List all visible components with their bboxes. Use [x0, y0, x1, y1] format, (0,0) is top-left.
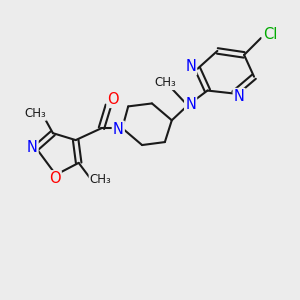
Text: CH₃: CH₃ [154, 76, 176, 89]
Text: N: N [185, 97, 196, 112]
Text: N: N [234, 89, 244, 104]
Text: O: O [107, 92, 119, 107]
Text: N: N [27, 140, 38, 154]
Text: Cl: Cl [263, 27, 277, 42]
Text: O: O [49, 171, 61, 186]
Text: N: N [185, 59, 196, 74]
Text: CH₃: CH₃ [24, 107, 46, 120]
Text: N: N [113, 122, 124, 137]
Text: CH₃: CH₃ [90, 173, 111, 186]
